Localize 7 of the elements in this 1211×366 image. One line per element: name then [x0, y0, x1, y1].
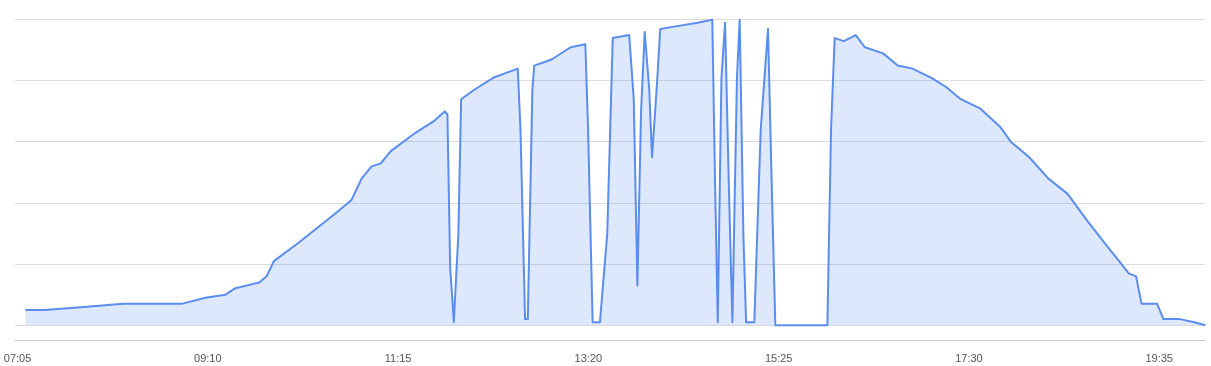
x-tick-label: 07:05 [3, 351, 32, 364]
x-tick-label: 15:25 [764, 351, 793, 364]
x-tick-label: 13:20 [574, 351, 603, 364]
x-tick-label: 11:15 [384, 351, 412, 364]
x-tick-label: 17:30 [955, 351, 983, 364]
x-tick-label: 19:35 [1145, 351, 1173, 364]
x-tick-label: 09:10 [194, 351, 222, 364]
